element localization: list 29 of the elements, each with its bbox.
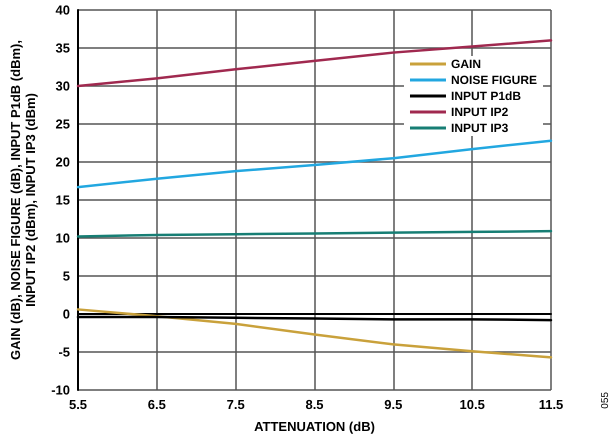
legend-label: INPUT IP2 [450, 105, 509, 119]
line-series [76, 39, 552, 88]
line-series [76, 308, 552, 359]
y-tick-label: 10 [56, 230, 70, 246]
y-axis-title: GAIN (dB), NOISE FIGURE (dB), INPUT P1dB (dBm), INPUT IP2 (dBm), INPUT IP3 (dBm) [8, 40, 38, 360]
x-tick-label: 11.5 [538, 397, 564, 412]
x-tick-label: 7.5 [226, 397, 245, 412]
legend-label: GAIN [450, 57, 481, 71]
x-tick-label: 6.5 [148, 397, 166, 412]
legend-label: INPUT IP3 [450, 121, 509, 135]
x-tick-label: 8.5 [305, 397, 324, 412]
x-tick-label: 10.5 [460, 397, 485, 412]
y-tick-label: -10 [51, 382, 70, 398]
text: 055 [600, 392, 611, 409]
x-axis-title: ATTENUATION (dB) [254, 419, 375, 434]
y-tick-label: 5 [62, 268, 70, 284]
y-tick-label: 20 [56, 154, 70, 170]
y-tick-label: 15 [56, 192, 70, 208]
legend-label: INPUT P1dB [450, 89, 522, 103]
y-tick-label: 30 [56, 78, 70, 94]
y-tick-label: -5 [58, 344, 70, 360]
y-tick-label: 0 [62, 306, 70, 322]
y-tick-label: 40 [56, 2, 70, 18]
x-tick-label: 9.5 [384, 397, 402, 412]
legend-label: NOISE FIGURE [450, 73, 538, 87]
y-tick-label: 35 [56, 40, 70, 56]
y-tick-label: 25 [56, 116, 70, 132]
x-tick-label: 5.5 [68, 397, 88, 412]
line-series [76, 139, 552, 188]
